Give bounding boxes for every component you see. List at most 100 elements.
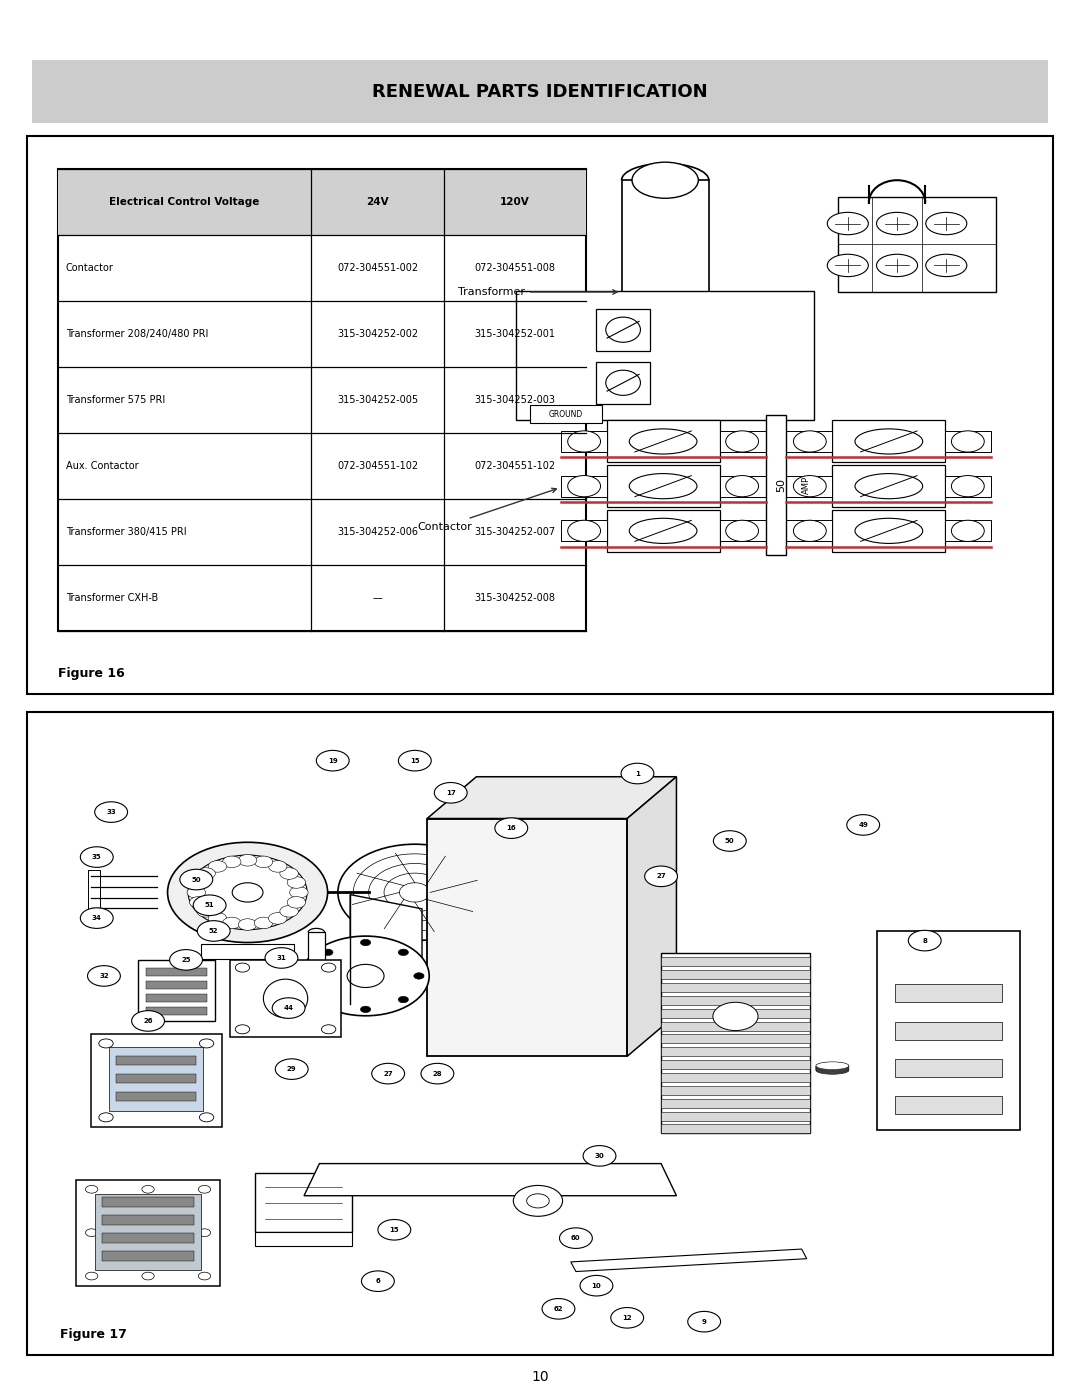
Bar (561, 430, 607, 453)
Text: 52: 52 (210, 928, 218, 935)
Ellipse shape (606, 370, 640, 395)
Ellipse shape (951, 520, 984, 542)
Polygon shape (428, 777, 676, 819)
Circle shape (527, 1194, 550, 1208)
Bar (945, 520, 991, 541)
Circle shape (188, 855, 307, 929)
Ellipse shape (630, 518, 697, 543)
Circle shape (222, 856, 241, 868)
Text: 50: 50 (191, 876, 201, 883)
Circle shape (542, 1299, 575, 1319)
Text: Figure 17: Figure 17 (59, 1329, 126, 1341)
Ellipse shape (794, 520, 826, 542)
Bar (109, 1046, 203, 1111)
Ellipse shape (606, 317, 640, 342)
Bar (201, 944, 294, 958)
Bar (596, 309, 650, 351)
Polygon shape (350, 894, 422, 1004)
Circle shape (232, 883, 264, 902)
Text: 9: 9 (702, 1319, 706, 1324)
Bar (102, 1234, 194, 1243)
Text: 072-304551-008: 072-304551-008 (474, 263, 555, 272)
Text: 24V: 24V (366, 197, 389, 207)
Ellipse shape (855, 518, 922, 543)
Circle shape (421, 1063, 454, 1084)
Bar (58, 169, 586, 235)
Bar (607, 420, 719, 462)
Text: AMP: AMP (802, 476, 811, 493)
Text: 315-304252-008: 315-304252-008 (474, 592, 555, 602)
Bar (895, 1097, 1002, 1115)
Circle shape (167, 842, 327, 943)
Bar (596, 362, 650, 404)
Circle shape (190, 897, 208, 908)
Circle shape (495, 817, 528, 838)
Circle shape (200, 1113, 214, 1122)
Text: RENEWAL PARTS IDENTIFICATION: RENEWAL PARTS IDENTIFICATION (373, 82, 707, 101)
Text: Contactor: Contactor (417, 488, 556, 532)
Circle shape (632, 162, 699, 198)
Circle shape (559, 1228, 592, 1249)
Circle shape (378, 1220, 410, 1241)
Ellipse shape (816, 1065, 849, 1071)
Bar (661, 1021, 810, 1031)
Text: 19: 19 (328, 757, 338, 764)
Text: 32: 32 (99, 972, 109, 979)
Bar (661, 983, 810, 992)
Ellipse shape (816, 1065, 849, 1071)
Circle shape (190, 877, 208, 888)
Bar (661, 1085, 810, 1095)
Ellipse shape (483, 895, 503, 902)
Ellipse shape (568, 430, 600, 453)
Circle shape (372, 1063, 405, 1084)
Circle shape (580, 1275, 612, 1296)
Circle shape (399, 750, 431, 771)
Text: 1: 1 (635, 771, 640, 777)
Text: Figure 16: Figure 16 (58, 668, 124, 680)
Text: 28: 28 (433, 1070, 442, 1077)
Bar (230, 960, 341, 1037)
Circle shape (323, 949, 333, 956)
Bar (255, 1232, 352, 1246)
Circle shape (714, 831, 746, 851)
Bar (58, 169, 586, 630)
Text: 44: 44 (284, 1004, 294, 1011)
Circle shape (302, 936, 429, 1016)
Bar (661, 996, 810, 1004)
Ellipse shape (816, 1066, 849, 1074)
Ellipse shape (816, 1062, 849, 1070)
Ellipse shape (816, 1063, 849, 1070)
Text: 315-304252-006: 315-304252-006 (337, 527, 418, 536)
Bar (895, 985, 1002, 1002)
Ellipse shape (511, 895, 531, 902)
Circle shape (269, 861, 287, 872)
Circle shape (645, 866, 677, 887)
Circle shape (513, 1186, 563, 1217)
Circle shape (208, 912, 227, 925)
Ellipse shape (816, 1062, 849, 1070)
Circle shape (877, 212, 918, 235)
Circle shape (141, 1186, 154, 1193)
Circle shape (272, 997, 305, 1018)
Circle shape (280, 905, 298, 916)
Bar (661, 954, 810, 1133)
Text: Transformer CXH-B: Transformer CXH-B (66, 592, 159, 602)
Text: Transformer 208/240/480 PRI: Transformer 208/240/480 PRI (66, 328, 208, 339)
Ellipse shape (951, 430, 984, 453)
Text: 12: 12 (622, 1315, 632, 1320)
Bar (561, 520, 607, 541)
Bar (833, 465, 945, 507)
Text: 315-304252-005: 315-304252-005 (337, 395, 418, 405)
Circle shape (827, 254, 868, 277)
Bar (661, 1073, 810, 1081)
Polygon shape (570, 1249, 807, 1271)
Bar (561, 475, 607, 497)
Text: 60: 60 (571, 1235, 581, 1241)
Bar (661, 1060, 810, 1069)
Ellipse shape (630, 429, 697, 454)
Bar (117, 1056, 197, 1066)
Text: 10: 10 (592, 1282, 602, 1288)
Polygon shape (305, 1164, 676, 1196)
Bar (661, 970, 810, 979)
Circle shape (199, 1273, 211, 1280)
